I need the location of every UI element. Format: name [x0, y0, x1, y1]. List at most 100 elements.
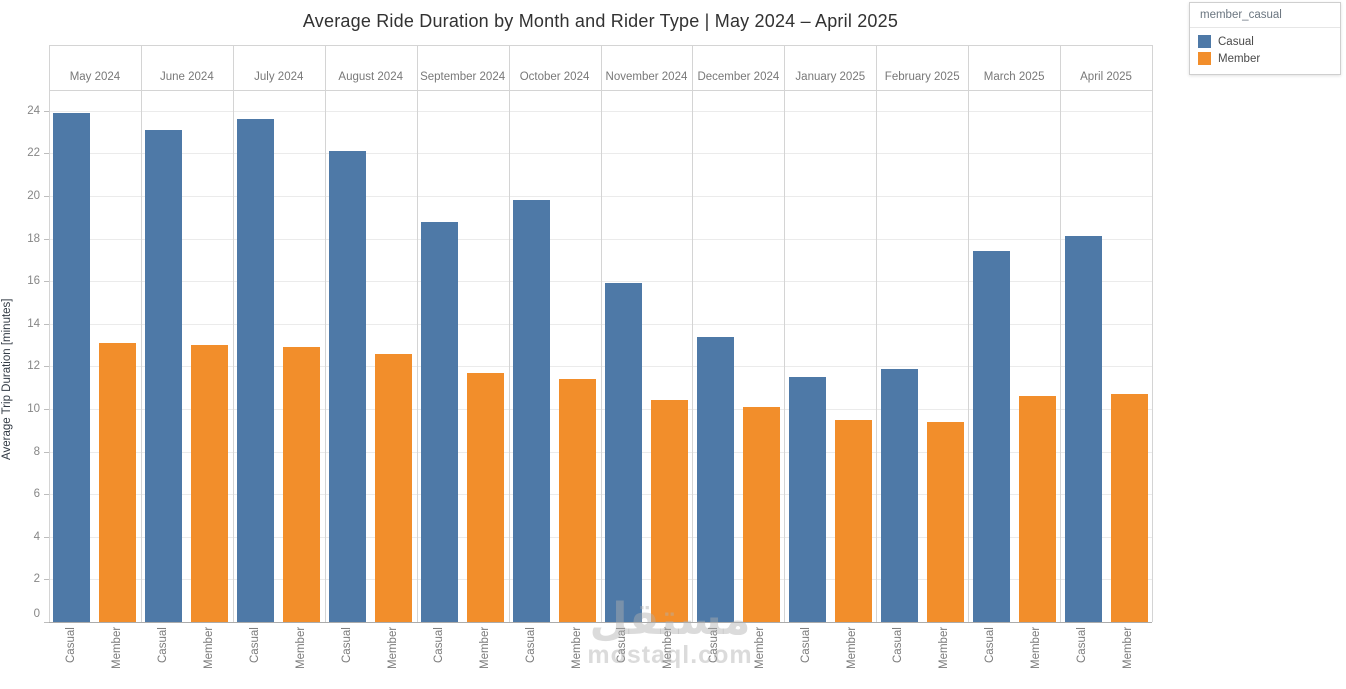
column-divider: [692, 45, 694, 622]
y-tick-mark: [44, 238, 49, 240]
month-header: December 2024: [697, 71, 780, 84]
legend-swatch-icon: [1198, 35, 1211, 48]
y-tick-mark: [44, 622, 49, 623]
column-divider: [784, 45, 786, 622]
y-tick-mark: [44, 196, 49, 197]
member-bar[interactable]: [742, 406, 780, 622]
x-tick-label: Casual: [64, 627, 77, 663]
x-tick-label: Casual: [340, 627, 353, 663]
member-bar[interactable]: [191, 345, 229, 622]
month-header: September 2024: [420, 71, 506, 84]
x-tick-label: Casual: [524, 627, 537, 663]
y-tick-mark: [44, 110, 49, 112]
y-tick-mark: [44, 494, 49, 496]
casual-bar[interactable]: [880, 368, 918, 622]
x-tick-label: Casual: [616, 627, 629, 663]
y-tick-mark: [44, 281, 49, 283]
column-divider: [140, 45, 142, 622]
x-tick-label: Casual: [800, 627, 813, 663]
x-tick-label: Member: [202, 627, 215, 670]
x-tick-label: Casual: [1076, 627, 1089, 663]
y-tick-mark: [44, 323, 49, 325]
x-tick-label: Casual: [892, 627, 905, 663]
y-tick-label: 4: [33, 530, 40, 543]
member-bar[interactable]: [467, 372, 505, 622]
casual-bar[interactable]: [329, 151, 367, 622]
casual-bar[interactable]: [604, 283, 642, 622]
column-divider: [324, 45, 326, 622]
x-tick-label: Member: [478, 627, 491, 670]
column-divider: [600, 45, 602, 622]
month-header: July 2024: [254, 71, 304, 84]
member-bar[interactable]: [99, 342, 137, 622]
x-tick-label: Member: [938, 627, 951, 670]
month-header: April 2025: [1080, 71, 1132, 84]
legend-swatch-icon: [1198, 52, 1211, 65]
y-tick-label: 6: [33, 488, 40, 501]
x-tick-label: Casual: [156, 627, 169, 663]
casual-bar[interactable]: [421, 221, 459, 622]
y-tick-label: 12: [27, 360, 40, 373]
legend-item-casual[interactable]: Casual: [1198, 33, 1332, 50]
y-tick-label: 22: [27, 147, 40, 160]
casual-bar[interactable]: [696, 336, 734, 622]
casual-bar[interactable]: [53, 112, 91, 622]
x-tick-label: Member: [662, 627, 675, 670]
x-tick-label: Member: [294, 627, 307, 670]
month-header: November 2024: [605, 71, 688, 84]
casual-bar[interactable]: [788, 377, 826, 622]
member-bar[interactable]: [926, 421, 964, 622]
x-tick-label: Member: [110, 627, 123, 670]
y-tick-label: 20: [27, 190, 40, 202]
casual-bar[interactable]: [1064, 236, 1102, 622]
x-tick-label: Casual: [248, 627, 261, 663]
month-header: March 2025: [983, 71, 1045, 84]
casual-bar[interactable]: [513, 200, 551, 622]
member-bar[interactable]: [834, 419, 872, 622]
y-tick-mark: [44, 409, 49, 410]
column-divider: [1152, 45, 1153, 622]
y-tick-mark: [44, 451, 49, 453]
member-bar[interactable]: [375, 353, 413, 622]
month-header: May 2024: [69, 71, 121, 84]
column-divider: [1060, 45, 1062, 622]
x-axis-line: [49, 622, 1152, 623]
legend-label: Member: [1218, 52, 1261, 65]
month-header: August 2024: [338, 71, 403, 84]
month-header: October 2024: [519, 71, 590, 84]
x-tick-label: Member: [1122, 627, 1135, 670]
member-bar[interactable]: [1018, 396, 1056, 622]
legend-item-member[interactable]: Member: [1198, 50, 1332, 67]
month-header: February 2025: [884, 71, 960, 84]
casual-bar[interactable]: [237, 119, 275, 622]
month-header: June 2024: [160, 71, 214, 84]
x-tick-label: Casual: [708, 627, 721, 663]
member-bar[interactable]: [559, 379, 597, 622]
column-divider: [508, 45, 510, 622]
legend: member_casual Casual Member: [1189, 2, 1341, 75]
x-tick-label: Member: [1030, 627, 1043, 670]
y-tick-label: 14: [27, 317, 40, 330]
casual-bar[interactable]: [145, 129, 183, 622]
x-tick-label: Member: [386, 627, 399, 670]
x-tick-label: Casual: [432, 627, 445, 663]
y-tick-mark: [44, 153, 49, 155]
legend-items: Casual Member: [1190, 28, 1340, 74]
column-divider: [876, 45, 878, 622]
column-divider: [49, 45, 50, 622]
y-tick-label: 0: [33, 608, 40, 620]
legend-title: member_casual: [1190, 3, 1340, 28]
y-tick-mark: [44, 579, 49, 581]
member-bar[interactable]: [283, 347, 321, 622]
x-tick-label: Casual: [984, 627, 997, 663]
y-tick-label: 18: [27, 232, 40, 245]
column-divider: [968, 45, 970, 622]
y-tick-label: 2: [33, 573, 40, 586]
member-bar[interactable]: [1110, 394, 1148, 622]
chart-title: Average Ride Duration by Month and Rider…: [302, 11, 899, 31]
y-tick-label: 10: [27, 403, 40, 415]
y-tick-mark: [44, 536, 49, 538]
member-bar[interactable]: [650, 400, 688, 622]
y-tick-label: 16: [27, 275, 40, 288]
casual-bar[interactable]: [972, 251, 1010, 622]
